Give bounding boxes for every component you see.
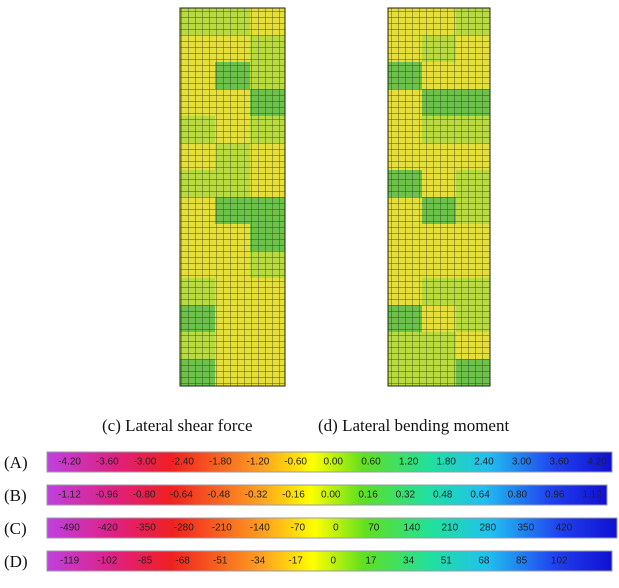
- tick-label: 1.20: [399, 457, 419, 468]
- row-label: (A): [4, 453, 28, 472]
- tick-label: 0: [333, 523, 339, 534]
- tick-label: 0.32: [396, 490, 416, 501]
- color-bar: [46, 451, 613, 473]
- tick-label: -210: [212, 523, 232, 534]
- tick-label: -0.48: [207, 490, 230, 501]
- row-label: (D): [4, 552, 28, 571]
- tick-label: 280: [479, 523, 496, 534]
- tick-label: -350: [136, 523, 156, 534]
- tick-label: -51: [213, 556, 228, 567]
- tick-label: 2.40: [474, 457, 494, 468]
- tick-label: -1.12: [58, 490, 81, 501]
- tick-label: 0.00: [321, 490, 341, 501]
- tick-label: 0.48: [433, 490, 453, 501]
- tick-label: 140: [403, 523, 420, 534]
- tick-label: -119: [60, 556, 80, 567]
- tick-label: -85: [138, 556, 153, 567]
- tick-label: 0.64: [470, 490, 490, 501]
- tick-label: -0.16: [282, 490, 305, 501]
- tick-label: -3.00: [134, 457, 157, 468]
- row-label: (C): [4, 519, 27, 538]
- tick-label: 0.00: [324, 457, 344, 468]
- mesh-grid: [387, 7, 491, 387]
- tick-label: 102: [551, 556, 568, 567]
- tick-label: -70: [291, 523, 306, 534]
- mesh-grid: [179, 7, 286, 387]
- color-bar: [46, 484, 608, 506]
- tick-label: 1.80: [437, 457, 457, 468]
- tick-label: -420: [98, 523, 118, 534]
- tick-label: -140: [250, 523, 270, 534]
- tick-label: -68: [175, 556, 190, 567]
- tick-label: -102: [97, 556, 117, 567]
- tick-label: 51: [441, 556, 453, 567]
- tick-label: -280: [174, 523, 194, 534]
- tick-label: -3.60: [96, 457, 119, 468]
- tick-label: 0.80: [508, 490, 528, 501]
- caption: (d) Lateral bending moment: [318, 416, 509, 435]
- color-bar: [46, 550, 613, 572]
- tick-label: -34: [251, 556, 266, 567]
- tick-label: 34: [403, 556, 415, 567]
- tick-label: -0.64: [170, 490, 193, 501]
- tick-label: 210: [441, 523, 458, 534]
- tick-label: 0: [330, 556, 336, 567]
- tick-label: 0.60: [361, 457, 381, 468]
- tick-label: 0.16: [358, 490, 378, 501]
- tick-label: -1.20: [247, 457, 270, 468]
- tick-label: 0.96: [545, 490, 565, 501]
- tick-label: -0.80: [133, 490, 156, 501]
- tick-label: -490: [60, 523, 80, 534]
- tick-label: 70: [368, 523, 380, 534]
- caption: (c) Lateral shear force: [102, 416, 253, 435]
- color-bars: (A) -4.20 -3.60 -3.00 -2.40 -1.80 -1.20 -0.60 0.…: [4, 451, 618, 572]
- tick-label: 3.00: [512, 457, 532, 468]
- row-label: (B): [4, 486, 27, 505]
- tick-label: 420: [555, 523, 572, 534]
- tick-label: -0.60: [284, 457, 307, 468]
- tick-label: -0.32: [245, 490, 268, 501]
- tick-label: 4.20: [587, 457, 607, 468]
- tick-label: 3.60: [550, 457, 570, 468]
- tick-label: -0.96: [95, 490, 118, 501]
- tick-label: -17: [288, 556, 303, 567]
- tick-label: 85: [516, 556, 528, 567]
- tick-label: 68: [478, 556, 490, 567]
- tick-label: 17: [365, 556, 377, 567]
- tick-label: -2.40: [171, 457, 194, 468]
- tick-label: -1.80: [209, 457, 232, 468]
- tick-label: -4.20: [58, 457, 81, 468]
- mesh-plots: [179, 7, 491, 387]
- tick-label: 1.12: [582, 490, 602, 501]
- tick-label: 350: [517, 523, 534, 534]
- color-bar: [46, 517, 618, 539]
